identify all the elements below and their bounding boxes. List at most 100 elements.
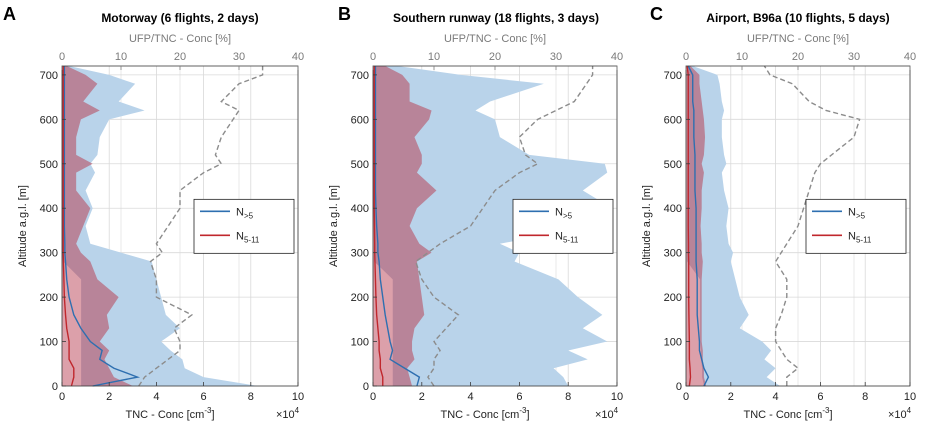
panel-a: A Motorway (6 flights, 2 days)0 2 4 6 8 100 10 2… [3, 4, 304, 421]
x-multiplier-exp: 4 [907, 406, 912, 415]
y-tick-label: 400 [40, 203, 58, 215]
n511-inner-band [373, 66, 393, 386]
top-x-tick-label: 10 [428, 51, 440, 63]
top-x-tick-label: 20 [174, 51, 186, 63]
legend-box [193, 198, 295, 254]
top-x-tick-label: 30 [848, 51, 860, 63]
top-x-tick-label: 0 [370, 51, 376, 63]
top-x-tick-label: 40 [904, 51, 916, 63]
x-tick-label: 4 [773, 391, 779, 403]
y-tick-label: 100 [664, 337, 682, 349]
top-x-tick-label: 40 [292, 51, 304, 63]
y-tick-label: 700 [351, 70, 369, 82]
x-tick-label: 2 [419, 391, 425, 403]
x-tick-label: 10 [904, 391, 916, 403]
legend-label-main: N [236, 230, 244, 242]
x-multiplier-base: ×10 [888, 409, 907, 421]
panel-letter: C [650, 4, 663, 24]
legend-box [805, 198, 907, 254]
y-tick-label: 600 [40, 114, 58, 126]
y-tick-label: 400 [351, 203, 369, 215]
y-axis-label: Altitude a.g.l. [m] [328, 185, 340, 267]
x-tick-label: 8 [565, 391, 571, 403]
x-tick-label: 10 [611, 391, 623, 403]
y-axis-label: Altitude a.g.l. [m] [641, 185, 653, 267]
x-axis-label-main: TNC - Conc [cm [743, 409, 822, 421]
n5-range-area [686, 66, 781, 386]
y-tick-label: 700 [40, 70, 58, 82]
y-tick-label: 200 [351, 292, 369, 304]
x-tick-label: 10 [292, 391, 304, 403]
x-axis-label-sup: -3 [822, 406, 830, 415]
y-tick-label: 500 [351, 159, 369, 171]
legend-label-main: N [555, 206, 563, 218]
top-x-tick-label: 20 [792, 51, 804, 63]
y-tick-label: 300 [664, 248, 682, 260]
n5-mean-line [687, 65, 710, 387]
y-tick-label: 500 [664, 159, 682, 171]
n511-mean-line [373, 66, 384, 386]
n5-mean-line [374, 66, 421, 387]
x-axis-label-end: ] [526, 409, 529, 421]
legend-label-sub: >5 [856, 211, 866, 220]
legend: N>5N5-11 [512, 198, 614, 254]
legend-label-0: N>5 [236, 206, 254, 220]
n511-inner-band [62, 66, 82, 386]
ufp-ratio-line [138, 66, 264, 387]
top-axis-label: UFP/TNC - Conc [%] [129, 33, 231, 45]
y-tick-label: 300 [351, 248, 369, 260]
top-x-tick-label: 10 [115, 51, 127, 63]
y-axis-label: Altitude a.g.l. [m] [17, 185, 29, 267]
y-tick-label: 0 [52, 381, 58, 393]
y-tick-label: 0 [676, 381, 682, 393]
y-tick-label: 500 [40, 159, 58, 171]
top-x-tick-label: 0 [683, 51, 689, 63]
y-tick-label: 100 [351, 337, 369, 349]
legend-label-main: N [848, 206, 856, 218]
n511-mean-line [686, 65, 692, 387]
x-multiplier: ×104 [888, 406, 912, 421]
panel-c: C Airport, B96a (10 flights, 5 days) 0 2 4 6 8… [641, 4, 916, 421]
x-tick-label: 0 [370, 391, 376, 403]
y-tick-label: 0 [363, 381, 369, 393]
x-axis-label-main: TNC - Conc [cm [440, 409, 519, 421]
x-axis-label-end: ] [211, 409, 214, 421]
legend-label-0: N>5 [848, 206, 866, 220]
x-axis-label: TNC - Conc [cm-3] [125, 406, 214, 421]
legend-label-sub: 5-11 [856, 235, 872, 244]
x-tick-label: 8 [862, 391, 868, 403]
top-axis-label: UFP/TNC - Conc [%] [747, 33, 849, 45]
top-x-tick-label: 40 [611, 51, 623, 63]
legend-label-main: N [236, 206, 244, 218]
y-tick-label: 300 [40, 248, 58, 260]
x-multiplier: ×104 [276, 406, 300, 421]
x-multiplier-base: ×10 [276, 409, 295, 421]
x-axis-label-main: TNC - Conc [cm [125, 409, 204, 421]
n511-mean-line [62, 66, 75, 387]
panel-title: Airport, B96a (10 flights, 5 days) [706, 11, 889, 25]
y-tick-label: 400 [664, 203, 682, 215]
legend-label-sub: 5-11 [563, 235, 579, 244]
top-x-tick-label: 20 [489, 51, 501, 63]
legend: N>5N5-11 [193, 198, 295, 254]
x-multiplier-exp: 4 [295, 406, 300, 415]
x-tick-label: 4 [468, 391, 474, 403]
x-tick-label: 2 [728, 391, 734, 403]
top-x-tick-label: 10 [736, 51, 748, 63]
panel-title: Southern runway (18 flights, 3 days) [393, 11, 599, 25]
legend-label-1: N5-11 [848, 230, 872, 244]
n5-range-area [373, 66, 613, 386]
x-axis-label-sup: -3 [204, 406, 212, 415]
x-tick-label: 6 [817, 391, 823, 403]
x-multiplier-base: ×10 [595, 409, 614, 421]
legend-label-main: N [555, 230, 563, 242]
y-tick-label: 200 [664, 292, 682, 304]
panel-b: B Southern runway (18 flights, 3 days) 0 2 4… [328, 4, 623, 421]
y-tick-label: 200 [40, 292, 58, 304]
x-multiplier: ×104 [595, 406, 619, 421]
legend-box [512, 198, 614, 254]
x-tick-label: 2 [106, 391, 112, 403]
legend-label-1: N5-11 [555, 230, 579, 244]
x-axis-label-end: ] [829, 409, 832, 421]
